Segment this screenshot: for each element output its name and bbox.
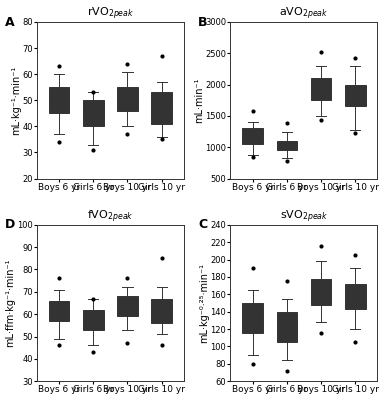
Title: fVO$_{2peak}$: fVO$_{2peak}$ (87, 208, 134, 225)
Text: B: B (198, 16, 208, 29)
PathPatch shape (311, 78, 331, 100)
Y-axis label: mL·ffm·kg⁻¹·min⁻¹: mL·ffm·kg⁻¹·min⁻¹ (5, 259, 15, 347)
PathPatch shape (242, 128, 263, 144)
PathPatch shape (117, 87, 138, 111)
PathPatch shape (311, 279, 331, 305)
Text: C: C (198, 218, 207, 232)
PathPatch shape (83, 100, 103, 126)
PathPatch shape (277, 141, 297, 150)
Y-axis label: mL·kg⁻¹·min⁻¹: mL·kg⁻¹·min⁻¹ (11, 66, 21, 135)
Title: rVO$_{2peak}$: rVO$_{2peak}$ (87, 6, 134, 22)
PathPatch shape (117, 296, 138, 316)
PathPatch shape (83, 310, 103, 330)
PathPatch shape (345, 284, 366, 309)
Y-axis label: mL·min⁻¹: mL·min⁻¹ (194, 78, 204, 123)
PathPatch shape (49, 87, 69, 113)
PathPatch shape (242, 303, 263, 334)
PathPatch shape (151, 298, 172, 323)
Title: aVO$_{2peak}$: aVO$_{2peak}$ (279, 6, 329, 22)
Title: sVO$_{2peak}$: sVO$_{2peak}$ (280, 208, 328, 225)
Text: A: A (5, 16, 14, 29)
Text: D: D (5, 218, 15, 232)
Y-axis label: mL·kg⁻⁰·²⁵·min⁻¹: mL·kg⁻⁰·²⁵·min⁻¹ (199, 263, 209, 343)
PathPatch shape (277, 312, 297, 342)
PathPatch shape (151, 92, 172, 124)
PathPatch shape (345, 84, 366, 106)
PathPatch shape (49, 301, 69, 321)
